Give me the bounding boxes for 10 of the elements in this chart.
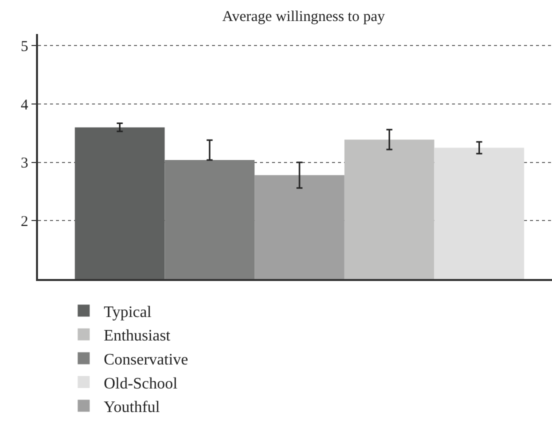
y-tick-label: 4	[20, 97, 29, 114]
y-tick-label: 5	[20, 38, 28, 55]
y-tick-label: 3	[20, 156, 28, 172]
legend-label: Enthusiast	[104, 328, 171, 345]
legend-label: Youthful	[104, 399, 160, 416]
legend-label: Conservative	[104, 351, 188, 368]
legend-label: Typical	[104, 304, 152, 321]
chart-title: Average willingness to pay	[222, 9, 386, 26]
legend-label: Old-School	[104, 375, 178, 392]
y-tick-label: 2	[20, 214, 28, 230]
